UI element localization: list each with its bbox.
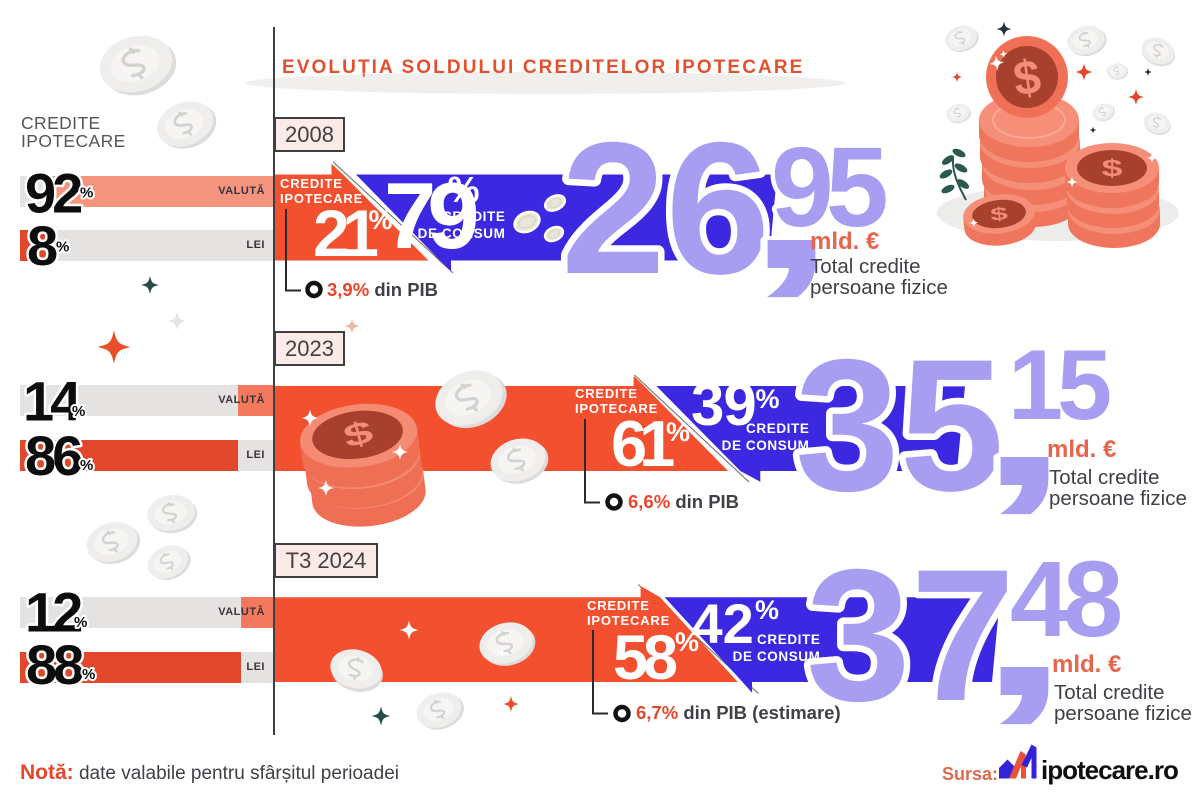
svg-text:26: 26 — [561, 103, 770, 313]
svg-text:%: % — [80, 457, 93, 474]
svg-text:48: 48 — [1010, 538, 1120, 659]
svg-text:,: , — [977, 525, 1071, 735]
svg-text:,: , — [977, 315, 1071, 525]
svg-text:$: $ — [989, 204, 1008, 225]
svg-text:15: 15 — [1008, 329, 1110, 440]
svg-text:35: 35 — [795, 320, 1004, 530]
svg-text:37: 37 — [806, 530, 1015, 740]
svg-text:%: % — [72, 403, 85, 420]
svg-text:86: 86 — [25, 424, 82, 487]
svg-text:88: 88 — [26, 633, 83, 696]
svg-text:14: 14 — [23, 370, 81, 433]
svg-text:92: 92 — [25, 162, 81, 225]
svg-text:%: % — [74, 614, 87, 631]
svg-text:%: % — [56, 238, 69, 255]
svg-text:8: 8 — [27, 214, 58, 277]
svg-text:12: 12 — [25, 581, 81, 644]
svg-text:%: % — [80, 185, 93, 202]
svg-text:,: , — [744, 98, 838, 308]
svg-text:%: % — [82, 666, 95, 683]
svg-text:95: 95 — [771, 124, 886, 250]
svg-text:$: $ — [1102, 155, 1123, 182]
